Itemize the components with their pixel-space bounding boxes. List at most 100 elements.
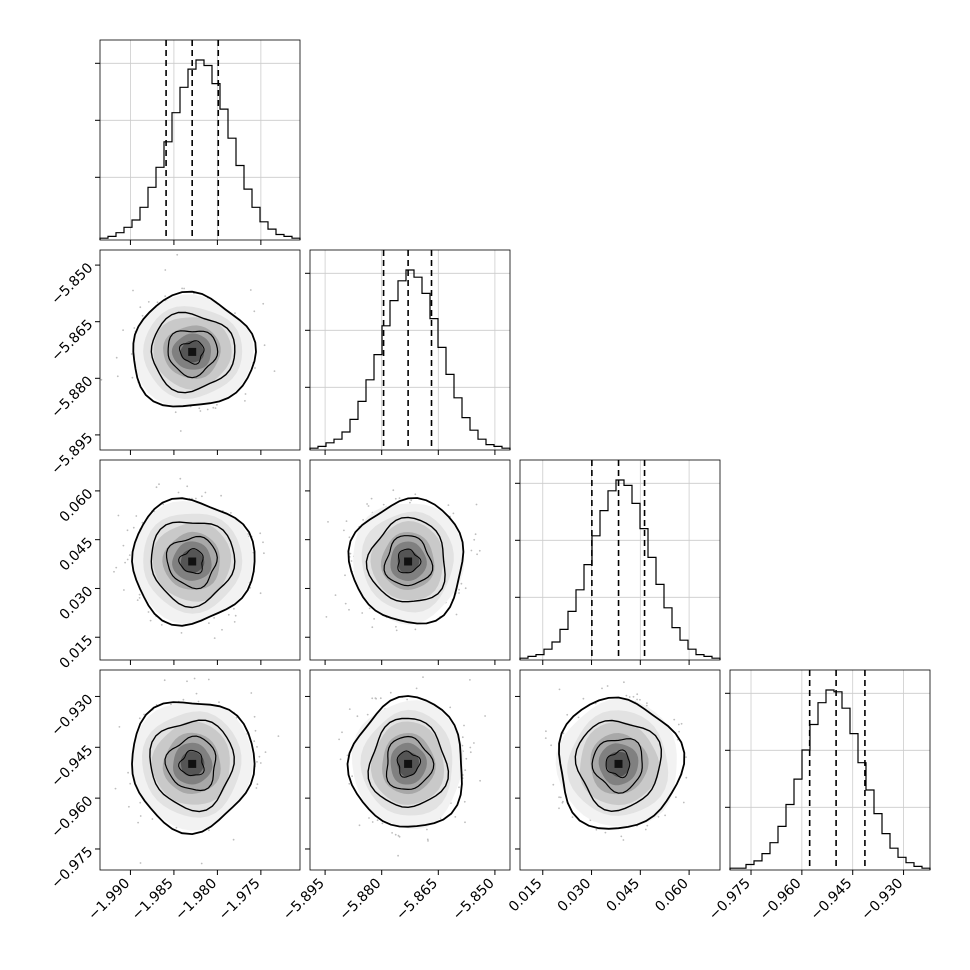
scatter-point: [344, 602, 347, 605]
y-tick-label: −5.895: [48, 430, 96, 478]
scatter-point: [195, 692, 198, 695]
panel-frame: [99, 39, 301, 241]
scatter-point: [391, 832, 393, 834]
scatter-point: [394, 497, 397, 500]
scatter-point: [259, 762, 262, 764]
scatter-point: [346, 754, 349, 757]
scatter-point: [244, 400, 246, 402]
scatter-point: [115, 566, 118, 569]
scatter-point: [230, 512, 232, 514]
scatter-point: [577, 716, 580, 719]
contour-line: [396, 750, 422, 778]
scatter-point: [562, 732, 565, 735]
contour-line: [591, 738, 643, 794]
scatter-point: [558, 807, 560, 810]
scatter-point: [664, 814, 666, 817]
scatter-point: [409, 501, 411, 504]
scatter-point: [138, 717, 141, 720]
scatter-point: [582, 697, 585, 700]
scatter-point: [170, 703, 172, 706]
scatter-point: [160, 624, 163, 626]
scatter-point: [156, 301, 159, 304]
scatter-point: [620, 835, 623, 838]
scatter-point: [348, 708, 351, 710]
scatter-point: [426, 828, 428, 831]
scatter-point: [351, 775, 353, 778]
scatter-point: [126, 529, 129, 532]
panel-0-0: [95, 39, 301, 245]
scatter-point: [141, 521, 144, 524]
scatter-point: [164, 269, 167, 271]
scatter-point: [143, 713, 146, 716]
scatter-point: [220, 494, 223, 497]
panel-frame: [519, 669, 721, 871]
y-tick-label: 0.060: [57, 486, 97, 526]
scatter-point: [558, 796, 560, 799]
scatter-point: [460, 582, 463, 585]
scatter-point: [646, 824, 649, 827]
scatter-point: [117, 514, 120, 517]
contour-line: [167, 330, 219, 379]
scatter-point: [127, 771, 129, 774]
scatter-point: [163, 679, 166, 682]
scatter-point: [212, 406, 215, 409]
scatter-point: [604, 831, 607, 834]
y-tick-label: −5.865: [48, 317, 96, 365]
scatter-point: [256, 761, 258, 763]
scatter-point: [470, 549, 473, 552]
contour-line: [347, 497, 465, 625]
scatter-point: [254, 367, 256, 369]
scatter-point: [370, 497, 373, 500]
scatter-point: [137, 821, 140, 824]
scatter-point: [247, 533, 250, 535]
scatter-point: [182, 698, 185, 701]
scatter-point: [179, 430, 182, 432]
scatter-point: [382, 503, 385, 506]
scatter-point: [253, 310, 256, 313]
scatter-point: [374, 697, 377, 700]
scatter-point: [484, 715, 486, 717]
scatter-point: [100, 378, 103, 381]
scatter-point: [214, 407, 217, 409]
scatter-point: [469, 751, 472, 754]
scatter-point: [622, 839, 625, 841]
contour-line: [149, 719, 235, 813]
scatter-point: [452, 512, 455, 515]
scatter-point: [371, 697, 374, 700]
scatter-point: [458, 592, 460, 594]
scatter-point: [208, 829, 210, 832]
scatter-point: [628, 696, 631, 698]
scatter-point: [339, 758, 342, 761]
scatter-point: [151, 818, 154, 820]
scatter-point: [249, 289, 252, 291]
scatter-point: [410, 499, 413, 502]
x-tick-label: −5.850: [450, 876, 498, 924]
panel-1-1: [305, 249, 511, 455]
x-tick-label: −5.880: [337, 876, 385, 924]
scatter-point: [394, 833, 397, 836]
panel-frame: [519, 459, 721, 661]
scatter-point: [458, 588, 460, 591]
scatter-point: [426, 838, 429, 841]
scatter-point: [422, 676, 424, 678]
x-tick-label: −5.895: [280, 876, 328, 924]
scatter-point: [464, 769, 467, 771]
scatter-point: [367, 505, 370, 507]
scatter-point: [262, 541, 264, 544]
scatter-point: [113, 570, 115, 573]
y-tick-label: −0.945: [48, 742, 96, 790]
panel-frame: [309, 459, 511, 661]
scatter-point: [131, 376, 134, 379]
contour-line: [150, 311, 236, 394]
contour-line: [178, 749, 205, 777]
scatter-point: [233, 607, 235, 610]
scatter-point: [358, 824, 361, 827]
scatter-point: [561, 801, 564, 804]
scatter-point: [673, 718, 676, 721]
scatter-point: [227, 613, 230, 616]
scatter-point: [636, 698, 638, 701]
scatter-point: [232, 838, 235, 841]
x-tick-label: −1.985: [129, 876, 177, 924]
scatter-point: [124, 561, 126, 564]
